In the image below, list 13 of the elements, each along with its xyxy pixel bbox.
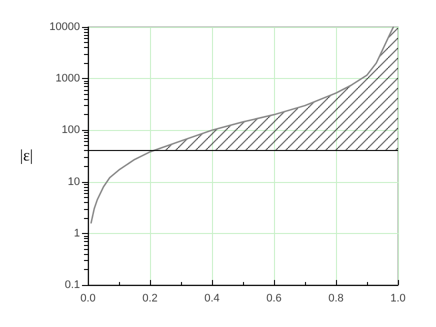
- x-tick-label: 0.6: [266, 292, 282, 304]
- y-tick-label: 1000: [56, 72, 80, 85]
- x-tick-label: 0.2: [142, 292, 158, 304]
- x-tick-label: 0.0: [80, 292, 96, 304]
- y-tick-label: 10: [68, 176, 80, 188]
- y-axis-title: |ε|: [20, 148, 33, 164]
- x-tick-label: 0.8: [328, 292, 344, 304]
- y-tick-label: 1: [74, 227, 80, 240]
- x-tick-label: 0.4: [204, 292, 220, 304]
- y-tick-label: 0.1: [64, 279, 80, 291]
- y-tick-label: 10000: [49, 21, 80, 33]
- x-tick-label: 1.0: [390, 292, 406, 304]
- y-tick-label: 100: [62, 124, 80, 136]
